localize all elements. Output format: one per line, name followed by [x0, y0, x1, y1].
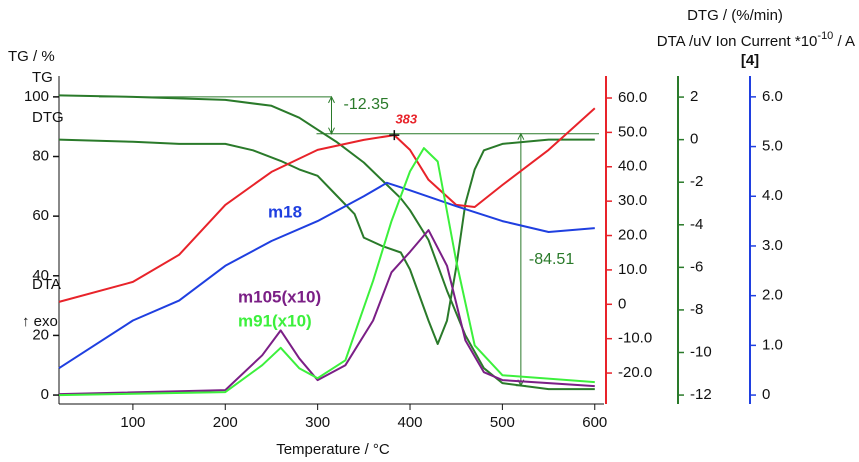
peak-marker	[389, 130, 400, 141]
y4-tick-label: 4.0	[762, 187, 783, 204]
arrow-head	[517, 132, 525, 140]
x-tick-label: 400	[398, 414, 423, 431]
y2-tick-label: -10.0	[618, 330, 652, 347]
x-tick-label: 100	[120, 414, 145, 431]
x-tick-label: 300	[305, 414, 330, 431]
right-title-suffix: / A	[833, 33, 855, 50]
y2-tick-label: 60.0	[618, 89, 647, 106]
y-tick-label: 20	[32, 326, 49, 343]
right-title-text: DTA /uV Ion Current *10	[657, 33, 818, 50]
y2-tick-label: 10.0	[618, 261, 647, 278]
series-line	[58, 229, 595, 396]
series-line	[58, 181, 595, 370]
x-tick-label: 500	[490, 414, 515, 431]
y2-tick-label: -20.0	[618, 364, 652, 381]
arrow-head	[328, 127, 335, 135]
x-tick-label: 200	[213, 414, 238, 431]
y4-tick-label: 6.0	[762, 88, 783, 105]
series-line	[58, 147, 595, 397]
exo-label: ↑ exo	[22, 313, 58, 330]
y3-tick-label: -12	[690, 386, 712, 403]
y4-tick-label: 3.0	[762, 237, 783, 254]
arrow-head	[328, 95, 335, 104]
y2-tick-label: 30.0	[618, 192, 647, 209]
y3-axis-title: DTG / (%/min)	[687, 7, 783, 24]
series-line	[58, 138, 595, 345]
y-tick-label: 0	[41, 386, 49, 403]
x-axis-title: Temperature / °C	[276, 441, 390, 458]
y2-tick-label: 40.0	[618, 158, 647, 175]
series-line	[58, 94, 595, 391]
x-tick-label: 600	[582, 414, 607, 431]
y2-tick-label: 20.0	[618, 226, 647, 243]
y3-tick-label: 2	[690, 88, 698, 105]
y2-tick-label: 0	[618, 295, 626, 312]
y-tick-label: 60	[32, 207, 49, 224]
series-label: m91(x10)	[238, 311, 312, 330]
y3-tick-label: -2	[690, 173, 703, 190]
series-line	[58, 107, 596, 303]
y-tick-label: 40	[32, 267, 49, 284]
y4-tick-label: 1.0	[762, 336, 783, 353]
series-label: m105(x10)	[238, 287, 321, 306]
y4-tick-label: 0	[762, 386, 770, 403]
y3-tick-label: -8	[690, 301, 703, 318]
series-label: m18	[268, 202, 302, 221]
annotation-label: -12.35	[344, 96, 389, 113]
y3-tick-label: -10	[690, 343, 712, 360]
y-tick-label: 80	[32, 147, 49, 164]
y-tick-label: 100	[24, 88, 49, 105]
y-axis-title: TG / %	[8, 48, 55, 65]
peak-label: 383	[395, 112, 417, 127]
annotation-label: -84.51	[529, 251, 574, 268]
y2-tick-label: 50.0	[618, 123, 647, 140]
y3-tick-label: 0	[690, 131, 698, 148]
series-label: DTG	[32, 109, 64, 126]
series-label: TG	[32, 69, 53, 86]
y3-tick-label: -6	[690, 258, 703, 275]
right-title-sup: -10	[817, 30, 833, 42]
right-axis-title: DTA /uV Ion Current *10-10 / A	[657, 30, 855, 50]
y3-tick-label: -4	[690, 216, 703, 233]
series-label: DTA	[32, 276, 61, 293]
y4-tick-label: 2.0	[762, 287, 783, 304]
y4-tick-label: 5.0	[762, 138, 783, 155]
y4-axis-label: [4]	[741, 52, 759, 69]
